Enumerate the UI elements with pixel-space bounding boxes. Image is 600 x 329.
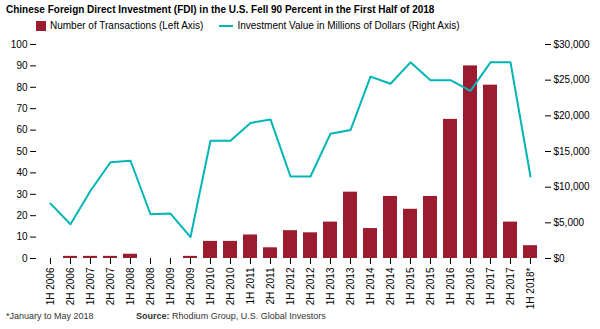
svg-text:1H 2009: 1H 2009 [165,267,176,305]
svg-text:50: 50 [16,146,28,157]
html-text:Source: Rhodium Group, U.S. Gl: Source: Rhodium Group, U.S. Global Inves… [136,311,326,321]
svg-text:$15,000: $15,000 [554,146,591,157]
svg-text:20: 20 [16,210,28,221]
svg-text:1H 2006: 1H 2006 [45,267,56,305]
html-text:Chinese Foreign Direct Investm: Chinese Foreign Direct Investment (FDI) … [6,4,435,15]
svg-text:10: 10 [16,231,28,242]
svg-text:2H 2012: 2H 2012 [305,267,316,305]
html-text:Investment Value in Millions o: Investment Value in Millions of Dollars … [237,20,460,31]
svg-text:2H 2014: 2H 2014 [385,267,396,305]
svg-text:100: 100 [11,39,28,50]
svg-text:1H 2017: 1H 2017 [485,267,496,305]
svg-text:60: 60 [16,124,28,135]
svg-text:1H 2013: 1H 2013 [325,267,336,305]
svg-text:1H 2012: 1H 2012 [285,267,296,305]
svg-text:$5,000: $5,000 [554,217,585,228]
html-text:Number of Transactions (Left A: Number of Transactions (Left Axis) [50,20,204,31]
svg-text:80: 80 [16,82,28,93]
svg-text:$10,000: $10,000 [554,181,591,192]
svg-text:2H 2009: 2H 2009 [185,267,196,305]
svg-text:2H 2013: 2H 2013 [345,267,356,305]
svg-text:$30,000: $30,000 [554,39,591,50]
html-text:*January to May 2018: *January to May 2018 [6,311,94,321]
svg-text:2H 2006: 2H 2006 [65,267,76,305]
svg-text:2H 2007: 2H 2007 [105,267,116,305]
svg-text:1H 2011: 1H 2011 [245,267,256,305]
svg-text:$0: $0 [554,253,566,264]
svg-text:1H 2008: 1H 2008 [125,267,136,305]
svg-text:2H 2016: 2H 2016 [465,267,476,305]
svg-text:1H 2014: 1H 2014 [365,267,376,305]
svg-text:1H 2018*: 1H 2018* [525,267,536,309]
svg-text:1H 2016: 1H 2016 [445,267,456,305]
svg-text:90: 90 [16,60,28,71]
svg-text:$20,000: $20,000 [554,110,591,121]
svg-text:0: 0 [22,253,28,264]
svg-text:2H 2010: 2H 2010 [225,267,236,305]
svg-text:70: 70 [16,103,28,114]
svg-text:30: 30 [16,189,28,200]
svg-text:1H 2015: 1H 2015 [405,267,416,305]
svg-text:1H 2007: 1H 2007 [85,267,96,305]
svg-text:40: 40 [16,167,28,178]
svg-text:$25,000: $25,000 [554,74,591,85]
svg-text:2H 2008: 2H 2008 [145,267,156,305]
svg-text:2H 2017: 2H 2017 [505,267,516,305]
svg-text:2H 2015: 2H 2015 [425,267,436,305]
svg-text:1H 2010: 1H 2010 [205,267,216,305]
svg-text:2H 2011: 2H 2011 [265,267,276,305]
